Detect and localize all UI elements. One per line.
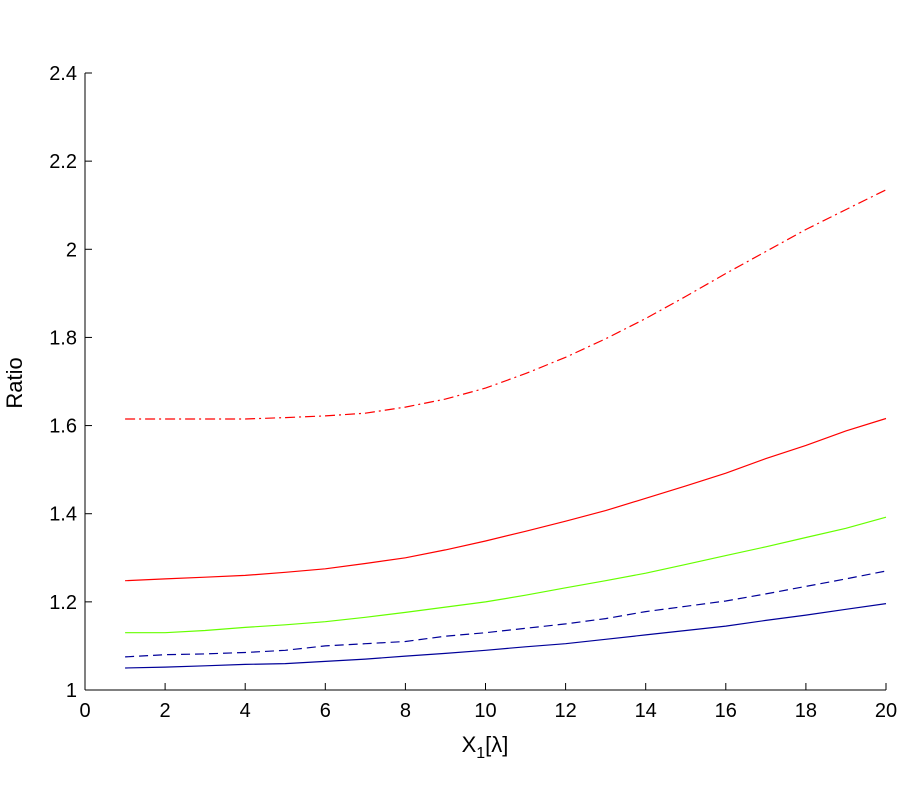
- x-tick-label: 20: [875, 700, 897, 722]
- x-tick-label: 18: [795, 700, 817, 722]
- x-axis-title-main: X: [462, 732, 477, 757]
- x-axis-title: X1[λ]: [462, 732, 509, 762]
- y-tick-label: 1.4: [49, 504, 77, 526]
- y-tick-label: 2.4: [49, 63, 77, 85]
- series-line-5: [125, 603, 887, 669]
- x-axis: 0 2 4 6 8 10 12 14 16 18 20: [79, 683, 897, 722]
- y-tick-label: 1.6: [49, 416, 77, 438]
- series-layer: [125, 189, 887, 669]
- x-tick-label: 0: [79, 700, 90, 722]
- x-tick-label: 8: [400, 700, 411, 722]
- y-tick-label: 2.2: [49, 151, 77, 173]
- y-tick-label: 1.2: [49, 592, 77, 614]
- x-axis-title-suffix: [λ]: [485, 732, 508, 757]
- series-line-3: [125, 516, 887, 634]
- x-tick-label: 2: [160, 700, 171, 722]
- y-axis: 1 1.2 1.4 1.6 1.8 2 2.2 2.4: [49, 63, 92, 702]
- x-tick-label: 6: [320, 700, 331, 722]
- y-tick-label: 1.8: [49, 327, 77, 349]
- series-line-4: [125, 570, 887, 658]
- series-line-2: [125, 417, 887, 582]
- x-tick-label: 12: [554, 700, 576, 722]
- x-tick-label: 14: [635, 700, 657, 722]
- y-tick-label: 2: [66, 239, 77, 261]
- x-tick-label: 16: [715, 700, 737, 722]
- x-tick-label: 4: [240, 700, 251, 722]
- y-axis-title: Ratio: [2, 357, 27, 408]
- y-tick-label: 1: [66, 680, 77, 702]
- series-line-1: [125, 189, 887, 420]
- x-axis-title-subscript: 1: [476, 745, 485, 762]
- x-tick-label: 10: [474, 700, 496, 722]
